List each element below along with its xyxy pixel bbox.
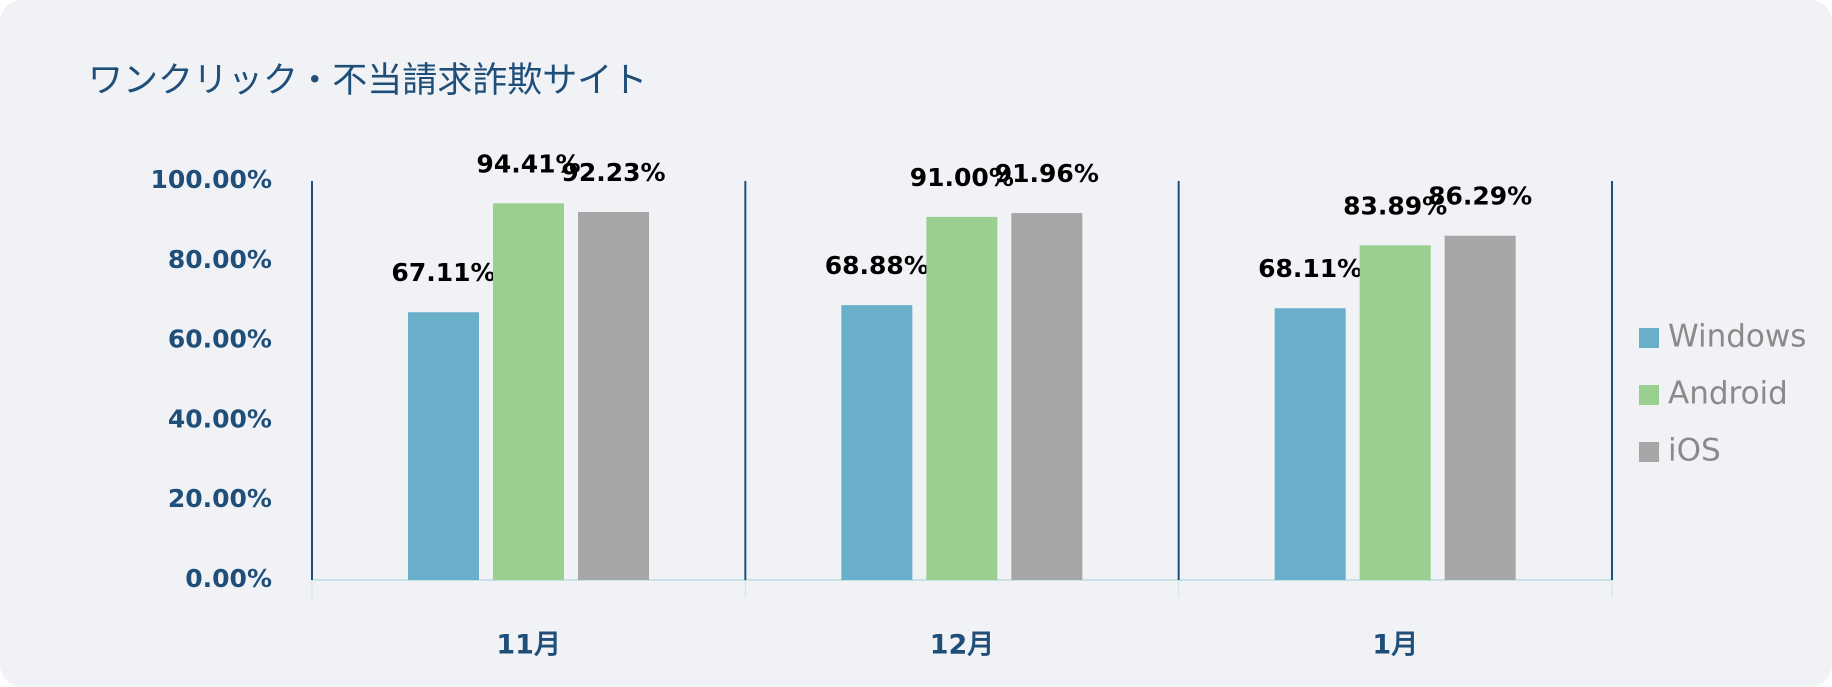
legend-label: Windows <box>1668 319 1806 355</box>
bar <box>1274 308 1346 580</box>
value-label: 92.23% <box>561 158 665 187</box>
bar <box>1011 213 1083 581</box>
legend-swatch <box>1639 442 1659 462</box>
legend-swatch <box>1639 328 1659 348</box>
legend-label: iOS <box>1668 433 1721 469</box>
value-label: 68.88% <box>825 251 929 280</box>
y-tick-label: 20.00% <box>168 484 272 513</box>
legend-label: Android <box>1668 376 1788 412</box>
legend-swatch <box>1639 385 1659 405</box>
bar <box>493 203 564 581</box>
value-label: 94.41% <box>476 149 580 178</box>
chart-title: ワンクリック・不当請求詐欺サイト <box>88 61 647 101</box>
value-label: 86.29% <box>1428 182 1532 211</box>
bar <box>841 305 913 580</box>
y-tick-label: 100.00% <box>150 165 272 194</box>
bar <box>578 212 649 580</box>
bar <box>1444 235 1516 581</box>
value-label: 83.89% <box>1343 191 1447 220</box>
x-tick-label: 1月 <box>1372 630 1418 661</box>
bar <box>1359 245 1431 580</box>
x-tick-label: 12月 <box>930 630 995 661</box>
value-label: 67.11% <box>391 258 495 287</box>
value-label: 91.00% <box>910 163 1014 192</box>
value-label: 91.96% <box>995 159 1099 188</box>
value-label: 68.11% <box>1258 254 1362 283</box>
bar <box>926 216 998 580</box>
bar <box>408 312 479 580</box>
y-tick-label: 0.00% <box>185 564 272 593</box>
y-tick-label: 60.00% <box>168 325 272 354</box>
y-tick-label: 40.00% <box>168 404 272 433</box>
y-tick-label: 80.00% <box>168 245 272 274</box>
x-tick-label: 11月 <box>496 630 561 661</box>
